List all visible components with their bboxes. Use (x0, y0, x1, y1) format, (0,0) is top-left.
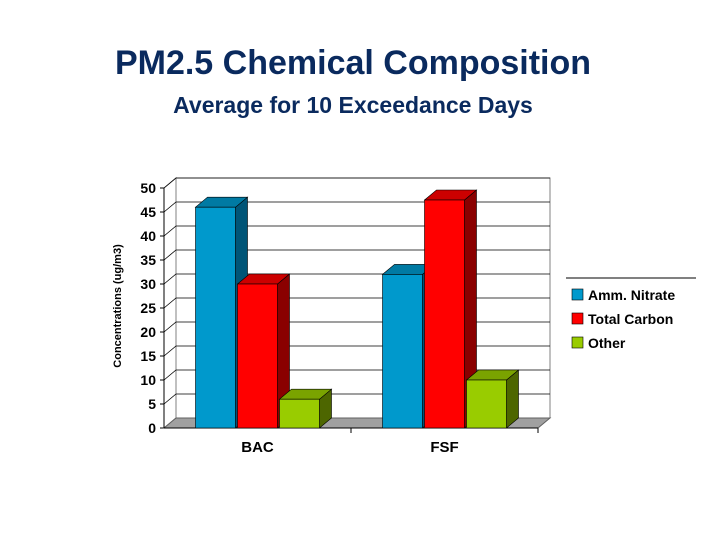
legend-swatch (571, 312, 584, 325)
bar (382, 274, 423, 429)
bar (466, 379, 507, 429)
chart-subtitle: Average for 10 Exceedance Days (173, 92, 533, 118)
y-axis-label: Concentrations (ug/m3) (112, 244, 124, 368)
bar (279, 398, 320, 429)
legend-label: Amm. Nitrate (588, 287, 675, 303)
y-tick-label: 0 (148, 420, 156, 436)
legend-swatch (571, 336, 584, 349)
y-tick-label: 45 (140, 204, 156, 220)
legend-swatch (571, 288, 584, 301)
y-tick-label: 25 (140, 300, 156, 316)
legend-label: Other (588, 335, 626, 351)
y-tick-label: 30 (140, 276, 156, 292)
y-tick-label: 5 (148, 396, 156, 412)
bar (424, 199, 465, 429)
y-tick-label: 20 (140, 324, 156, 340)
x-tick-label: FSF (430, 439, 458, 456)
bar (195, 206, 236, 429)
y-tick-label: 15 (140, 348, 156, 364)
y-tick-label: 35 (140, 252, 156, 268)
y-tick-label: 10 (140, 372, 156, 388)
chart-title: PM2.5 Chemical Composition (114, 44, 592, 82)
bar (237, 283, 278, 429)
legend-label: Total Carbon (588, 311, 673, 327)
y-tick-label: 50 (140, 180, 156, 196)
x-tick-label: BAC (241, 439, 274, 456)
y-tick-label: 40 (140, 228, 156, 244)
gridline (163, 177, 550, 189)
